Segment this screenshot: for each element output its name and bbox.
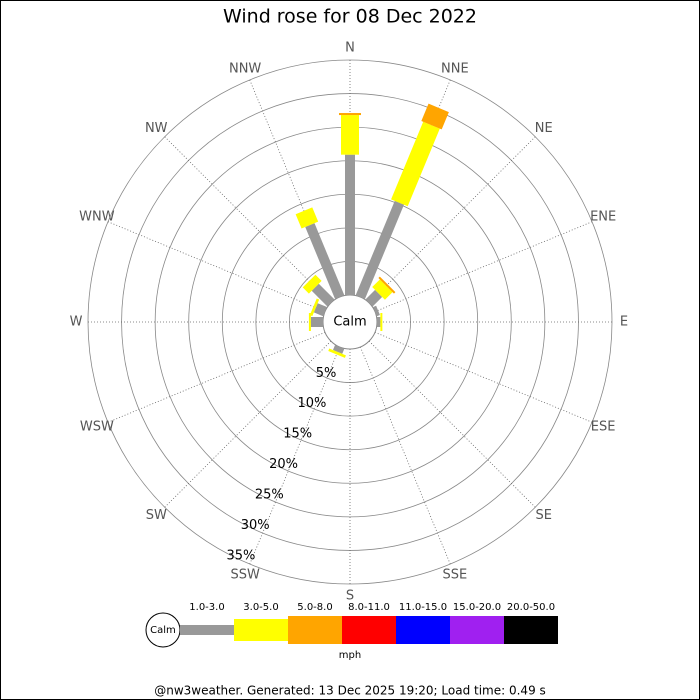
legend-label: 15.0-20.0 xyxy=(453,602,501,613)
wind-bar xyxy=(295,207,319,229)
spoke xyxy=(164,136,332,304)
wind-bar xyxy=(309,298,320,317)
spoke xyxy=(374,221,593,313)
r-tick-label: 35% xyxy=(227,548,256,563)
direction-label: S xyxy=(346,589,354,604)
direction-label: NNE xyxy=(441,61,469,76)
legend-swatch xyxy=(504,616,558,644)
legend-swatch xyxy=(396,616,450,644)
wind-bar xyxy=(339,113,361,116)
direction-label: SSE xyxy=(442,568,467,583)
legend-calm-label: Calm xyxy=(150,625,176,636)
legend-label: 1.0-3.0 xyxy=(189,602,224,613)
spoke xyxy=(374,331,593,423)
wind-bar xyxy=(421,103,449,130)
wind-bar xyxy=(378,276,396,294)
wind-bar xyxy=(377,317,381,327)
spoke xyxy=(249,346,341,565)
direction-label: SSW xyxy=(230,568,260,583)
spoke xyxy=(368,340,536,508)
r-tick-label: 25% xyxy=(255,487,284,502)
legend-label: 11.0-15.0 xyxy=(399,602,447,613)
legend-label: 5.0-8.0 xyxy=(297,602,332,613)
wind-bar xyxy=(302,274,322,294)
wind-bar xyxy=(355,200,405,299)
footer: @nw3weather. Generated: 13 Dec 2025 19:2… xyxy=(154,684,546,698)
direction-label: ENE xyxy=(590,210,616,225)
wind-bar xyxy=(328,348,346,358)
wind-bar xyxy=(345,154,355,295)
legend-label: 20.0-50.0 xyxy=(507,602,555,613)
wind-bar xyxy=(380,313,383,331)
chart-title: Wind rose for 08 Dec 2022 xyxy=(223,6,477,28)
spoke xyxy=(164,340,332,508)
wind-bar xyxy=(305,223,345,299)
legend-unit: mph xyxy=(339,650,361,661)
direction-label: E xyxy=(620,315,628,330)
wind-bar xyxy=(373,305,380,317)
legend-swatch xyxy=(450,616,504,644)
legend-swatch xyxy=(342,616,396,644)
direction-label: WNW xyxy=(79,210,115,225)
legend-label: 8.0-11.0 xyxy=(348,602,390,613)
direction-label: NNW xyxy=(229,61,261,76)
r-tick-label: 20% xyxy=(269,457,298,472)
wind-bar xyxy=(313,303,327,317)
legend-swatch xyxy=(288,616,342,644)
direction-label: SE xyxy=(536,508,552,523)
wind-bar xyxy=(310,317,323,327)
r-tick-label: 30% xyxy=(241,518,270,533)
spoke xyxy=(107,331,326,423)
direction-label: SW xyxy=(146,508,167,523)
spoke xyxy=(107,221,326,313)
direction-label: WSW xyxy=(80,419,114,434)
direction-label: W xyxy=(70,315,83,330)
r-tick-label: 10% xyxy=(297,396,326,411)
legend-swatch xyxy=(180,625,234,635)
r-tick-label: 5% xyxy=(316,366,337,381)
calm-label: Calm xyxy=(333,315,366,330)
wind-bar xyxy=(308,313,311,331)
direction-label: N xyxy=(345,41,355,56)
spoke xyxy=(359,346,451,565)
wind-bar xyxy=(372,279,393,300)
r-tick-label: 15% xyxy=(283,427,312,442)
direction-label: NW xyxy=(145,121,168,136)
spoke xyxy=(368,136,536,304)
direction-label: NE xyxy=(535,121,553,136)
wind-bar xyxy=(341,115,359,155)
wind-bar xyxy=(332,345,345,354)
wind-bar xyxy=(391,121,440,207)
wind-bar xyxy=(311,283,335,307)
legend-label: 3.0-5.0 xyxy=(243,602,278,613)
wind-bar xyxy=(365,289,383,307)
direction-label: ESE xyxy=(591,419,616,434)
legend-swatch xyxy=(234,619,288,641)
